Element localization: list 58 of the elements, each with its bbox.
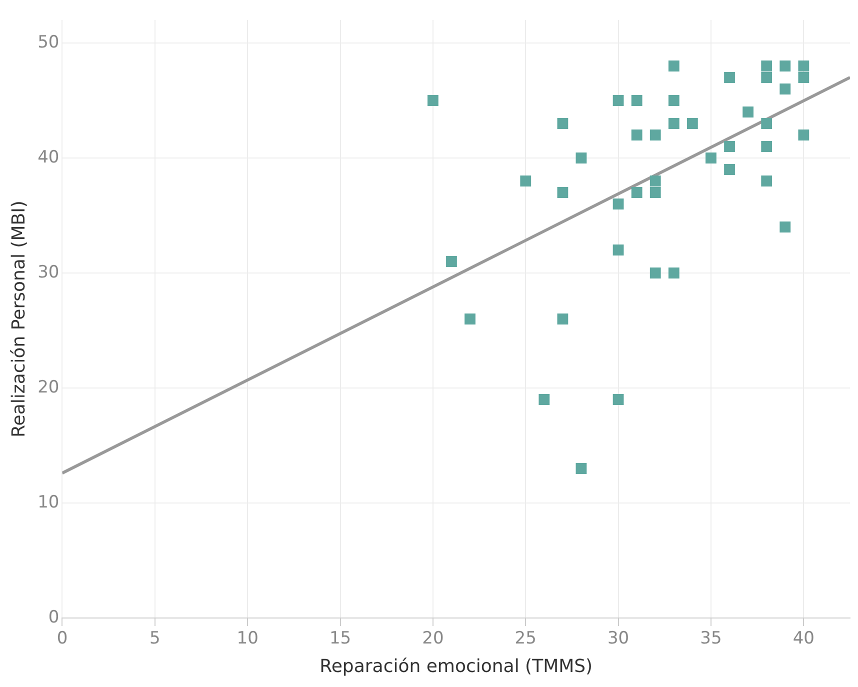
point <box>761 72 772 83</box>
point <box>724 72 735 83</box>
point <box>538 394 550 405</box>
x-tick-label: 40 <box>792 628 814 649</box>
point <box>780 60 791 72</box>
y-tick-label: 20 <box>38 377 60 398</box>
point <box>520 176 532 186</box>
point <box>446 256 457 267</box>
x-tick-label: 15 <box>329 628 352 649</box>
x-tick-label: 10 <box>236 628 258 649</box>
point <box>557 314 568 324</box>
y-tick-label: 30 <box>38 262 60 282</box>
point <box>724 164 735 175</box>
x-tick-label: 20 <box>422 628 444 649</box>
point <box>631 95 642 106</box>
point <box>798 60 810 72</box>
point <box>668 95 680 106</box>
point <box>631 130 642 140</box>
point <box>668 118 680 129</box>
point <box>612 244 624 256</box>
point <box>427 95 438 106</box>
point <box>612 198 624 210</box>
x-tick-label: 5 <box>149 628 160 649</box>
point <box>631 187 642 198</box>
x-axis-title: Reparación emocional (TMMS) <box>320 656 593 677</box>
point <box>668 268 680 278</box>
point <box>650 130 661 140</box>
point <box>612 95 624 106</box>
point <box>650 268 661 278</box>
point <box>650 187 661 198</box>
point <box>557 118 568 129</box>
point <box>761 118 772 129</box>
y-axis-title: Realización Personal (MBI) <box>8 200 30 438</box>
point <box>798 130 810 140</box>
y-tick-label: 10 <box>38 492 60 512</box>
point <box>612 394 624 405</box>
point <box>557 187 568 198</box>
point <box>706 152 716 164</box>
point <box>724 141 735 152</box>
point <box>668 60 680 72</box>
point <box>464 314 476 324</box>
y-tick-label: 50 <box>38 32 60 52</box>
point <box>780 84 791 94</box>
point <box>650 176 661 186</box>
x-tick-label: 35 <box>700 628 722 649</box>
point <box>576 152 587 164</box>
y-tick-label: 40 <box>38 147 60 168</box>
point <box>761 141 772 152</box>
y-tick-label: 0 <box>48 607 60 628</box>
point <box>576 463 587 474</box>
x-tick-label: 25 <box>514 628 536 649</box>
point <box>780 222 791 232</box>
point <box>742 106 754 118</box>
point <box>761 60 772 72</box>
point <box>798 72 810 83</box>
point <box>686 118 698 129</box>
point <box>761 176 772 186</box>
x-tick-label: 30 <box>607 628 630 649</box>
